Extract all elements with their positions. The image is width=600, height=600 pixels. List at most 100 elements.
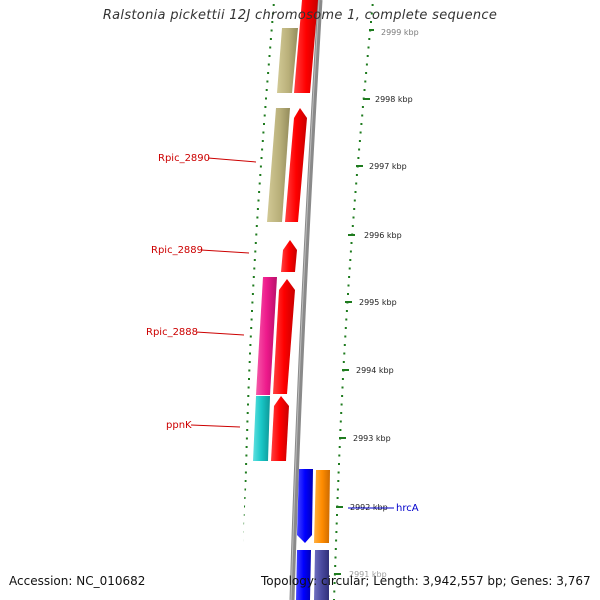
- gene-label-text[interactable]: Rpic_2889: [151, 245, 203, 256]
- minor-tick: [345, 310, 348, 312]
- minor-tick: [251, 310, 253, 312]
- minor-tick: [334, 548, 337, 550]
- topology-text: Topology: circular; Length: 3,942,557 bp…: [261, 574, 591, 588]
- minor-tick: [353, 208, 356, 210]
- tick-label: 2991 kbp: [349, 570, 387, 579]
- minor-tick: [256, 208, 259, 210]
- minor-tick: [371, 4, 374, 6]
- gene-rpic-2889-red: [281, 240, 297, 272]
- gene-rpic-2888-magenta: [256, 277, 277, 395]
- minor-tick: [260, 157, 263, 159]
- minor-tick: [254, 242, 257, 244]
- gene-hrca-blue: [297, 469, 313, 543]
- backbone-highlight: [290, 0, 320, 600]
- gene-khaki-top: [277, 28, 298, 93]
- minor-tick: [244, 488, 247, 491]
- gene-rpic-2890-red: [285, 108, 307, 222]
- gene-rpic-2890-khaki: [267, 108, 290, 222]
- gene-label-text[interactable]: Rpic_2888: [146, 327, 198, 338]
- minor-tick: [360, 123, 363, 125]
- tick-label: 2993 kbp: [353, 434, 391, 443]
- minor-tick: [335, 539, 338, 542]
- minor-tick: [244, 505, 246, 508]
- tick-label: 2996 kbp: [364, 231, 402, 240]
- tick-label: 2999 kbp: [381, 28, 419, 37]
- minor-tick: [246, 429, 249, 431]
- minor-tick: [269, 38, 272, 40]
- gene-label-hrca[interactable]: hrcA: [348, 503, 419, 514]
- minor-tick: [268, 55, 271, 57]
- minor-tick: [365, 63, 368, 66]
- minor-tick: [247, 386, 250, 389]
- gene-label-text[interactable]: hrcA: [396, 503, 419, 514]
- tick-label: 2997 kbp: [369, 162, 407, 171]
- minor-tick: [339, 420, 342, 423]
- gene-label-rpic-2889[interactable]: Rpic_2889: [151, 245, 250, 256]
- minor-tick: [348, 267, 351, 270]
- minor-tick: [244, 497, 247, 499]
- gene-label-text[interactable]: Rpic_2890: [158, 153, 210, 164]
- minor-tick: [336, 488, 339, 491]
- minor-tick: [250, 327, 253, 329]
- gene-ppnk-cyan: [253, 396, 270, 461]
- minor-tick: [366, 55, 369, 57]
- accession-text: Accession: NC_010682: [9, 574, 146, 588]
- minor-tick: [248, 378, 250, 380]
- tick-label: 2995 kbp: [359, 298, 397, 307]
- minor-tick: [370, 12, 373, 15]
- minor-tick: [255, 233, 258, 236]
- gene-label-rpic-2888[interactable]: Rpic_2888: [146, 327, 245, 338]
- minor-tick: [352, 216, 355, 219]
- minor-tick: [263, 123, 265, 125]
- minor-tick: [265, 89, 268, 91]
- leader-line: [195, 331, 245, 336]
- minor-tick: [261, 148, 264, 151]
- minor-tick: [345, 318, 348, 321]
- minor-tick: [248, 361, 251, 363]
- gene-label-ppnk[interactable]: ppnK: [166, 420, 241, 431]
- minor-tick: [336, 514, 338, 516]
- minor-tick: [258, 191, 261, 193]
- minor-tick: [341, 378, 344, 380]
- minor-tick: [333, 582, 336, 584]
- minor-tick: [370, 21, 372, 23]
- minor-tick: [337, 480, 340, 482]
- minor-tick: [267, 63, 270, 66]
- gene-label-text[interactable]: ppnK: [166, 420, 192, 431]
- minor-tick: [246, 412, 249, 414]
- minor-tick: [355, 174, 358, 176]
- minor-tick: [350, 242, 353, 244]
- minor-tick: [353, 199, 356, 202]
- minor-tick: [365, 72, 368, 74]
- minor-tick: [339, 429, 342, 431]
- gene-navy-bottom: [314, 550, 329, 600]
- minor-tick: [256, 216, 259, 219]
- minor-tick: [255, 225, 258, 227]
- minor-tick: [336, 497, 339, 499]
- minor-tick: [358, 148, 361, 151]
- minor-tick: [272, 4, 275, 6]
- minor-tick: [344, 327, 347, 329]
- minor-tick: [245, 463, 248, 465]
- minor-tick: [259, 174, 262, 176]
- minor-tick: [361, 106, 364, 108]
- gene-red-top: [294, 0, 318, 93]
- gene-rpic-2888-red: [273, 279, 295, 394]
- minor-tick: [347, 284, 350, 287]
- minor-tick: [354, 191, 357, 193]
- minor-tick: [261, 140, 264, 142]
- minor-tick: [245, 446, 248, 448]
- minor-tick: [271, 21, 274, 23]
- minor-tick: [246, 420, 249, 423]
- minor-tick: [263, 114, 266, 117]
- minor-tick: [249, 344, 252, 346]
- gene-label-rpic-2890[interactable]: Rpic_2890: [158, 153, 257, 164]
- minor-tick: [252, 284, 255, 287]
- minor-tick: [338, 446, 341, 448]
- minor-tick: [357, 157, 360, 159]
- minor-tick: [266, 80, 269, 83]
- minor-tick: [249, 335, 252, 338]
- minor-tick: [347, 293, 349, 295]
- minor-tick: [253, 267, 256, 270]
- minor-tick: [245, 437, 248, 440]
